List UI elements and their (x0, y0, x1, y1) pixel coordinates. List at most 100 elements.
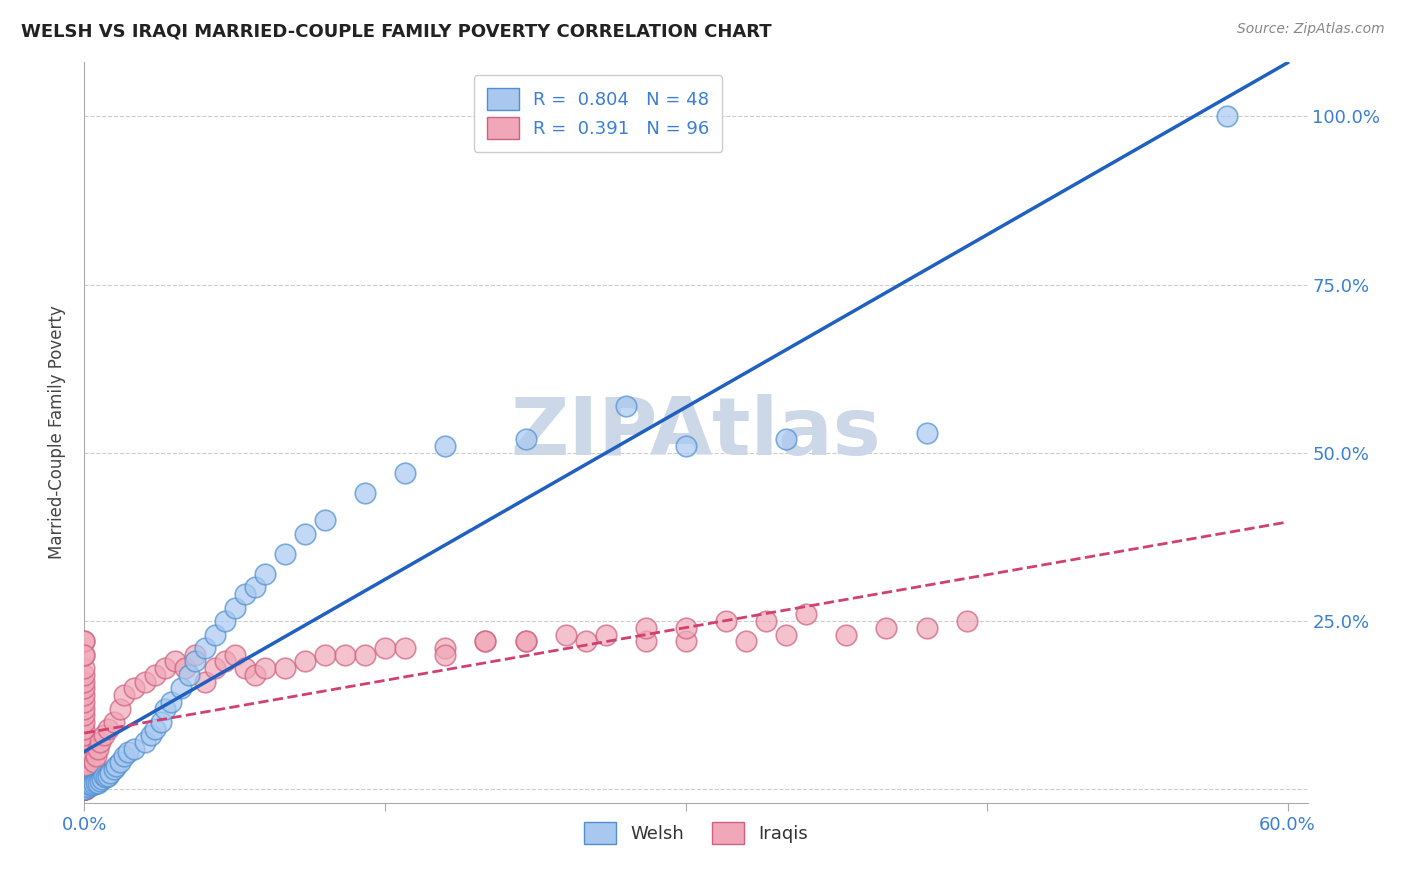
Point (755, 614, 778, 628)
Y-axis label: Married-Couple Family Poverty: Married-Couple Family Poverty (48, 306, 66, 559)
Point (73, 688, 96, 702)
Point (73, 701, 96, 715)
Point (73, 661, 96, 675)
Point (73, 762, 96, 776)
Point (73, 782, 96, 797)
Point (294, 526, 316, 541)
Point (73, 772, 96, 787)
Point (253, 566, 276, 581)
Point (875, 621, 897, 635)
Point (73, 782, 96, 797)
Point (634, 621, 657, 635)
Point (915, 621, 938, 635)
Point (73, 782, 96, 797)
Point (233, 587, 256, 601)
Point (82, 778, 104, 792)
Point (73, 735, 96, 749)
Point (794, 607, 817, 622)
Point (314, 648, 336, 662)
Point (86, 748, 108, 763)
Point (675, 634, 697, 648)
Point (169, 681, 191, 696)
Point (224, 600, 246, 615)
Point (86, 775, 108, 789)
Point (105, 758, 128, 772)
Point (73, 742, 96, 756)
Point (177, 668, 200, 682)
Point (956, 614, 979, 628)
Point (143, 668, 166, 682)
Point (163, 655, 186, 669)
Point (434, 648, 457, 662)
Point (110, 756, 132, 770)
Point (73, 714, 96, 729)
Point (73, 648, 96, 662)
Point (73, 782, 96, 797)
Point (173, 661, 195, 675)
Point (314, 513, 336, 527)
Point (204, 627, 226, 641)
Point (554, 627, 576, 641)
Point (915, 425, 938, 440)
Point (714, 614, 737, 628)
Point (214, 655, 236, 669)
Point (735, 634, 758, 648)
Point (354, 486, 377, 500)
Point (73, 782, 96, 797)
Point (394, 466, 416, 480)
Text: Source: ZipAtlas.com: Source: ZipAtlas.com (1237, 22, 1385, 37)
Point (73, 708, 96, 723)
Point (73, 782, 96, 797)
Point (87, 742, 110, 756)
Point (87, 776, 110, 790)
Point (835, 627, 858, 641)
Point (143, 722, 166, 736)
Point (77, 775, 100, 789)
Point (114, 688, 136, 702)
Point (73, 782, 96, 797)
Point (73, 782, 96, 797)
Point (73, 782, 96, 797)
Point (515, 634, 537, 648)
Point (83, 777, 105, 791)
Text: ZIPAtlas: ZIPAtlas (510, 393, 882, 472)
Point (294, 655, 316, 669)
Point (159, 695, 181, 709)
Point (614, 399, 637, 413)
Point (97, 722, 120, 736)
Point (73, 681, 96, 696)
Point (374, 640, 396, 655)
Point (96, 770, 118, 784)
Point (214, 614, 236, 628)
Point (73, 782, 96, 797)
Point (110, 701, 132, 715)
Point (243, 581, 266, 595)
Point (149, 714, 172, 729)
Point (224, 648, 246, 662)
Point (73, 634, 96, 648)
Point (394, 640, 416, 655)
Point (79, 778, 101, 792)
Point (73, 756, 96, 770)
Point (73, 648, 96, 662)
Point (114, 748, 136, 763)
Point (117, 745, 139, 759)
Point (100, 765, 122, 780)
Point (434, 439, 457, 453)
Point (194, 674, 217, 689)
Point (194, 640, 217, 655)
Point (474, 634, 496, 648)
Point (515, 433, 537, 447)
Point (233, 661, 256, 675)
Point (93, 729, 115, 743)
Point (204, 661, 226, 675)
Point (73, 782, 96, 797)
Point (243, 668, 266, 682)
Point (75, 782, 97, 797)
Text: WELSH VS IRAQI MARRIED-COUPLE FAMILY POVERTY CORRELATION CHART: WELSH VS IRAQI MARRIED-COUPLE FAMILY POV… (21, 22, 772, 40)
Point (675, 621, 697, 635)
Point (73, 674, 96, 689)
Point (73, 668, 96, 682)
Point (124, 681, 146, 696)
Point (103, 714, 125, 729)
